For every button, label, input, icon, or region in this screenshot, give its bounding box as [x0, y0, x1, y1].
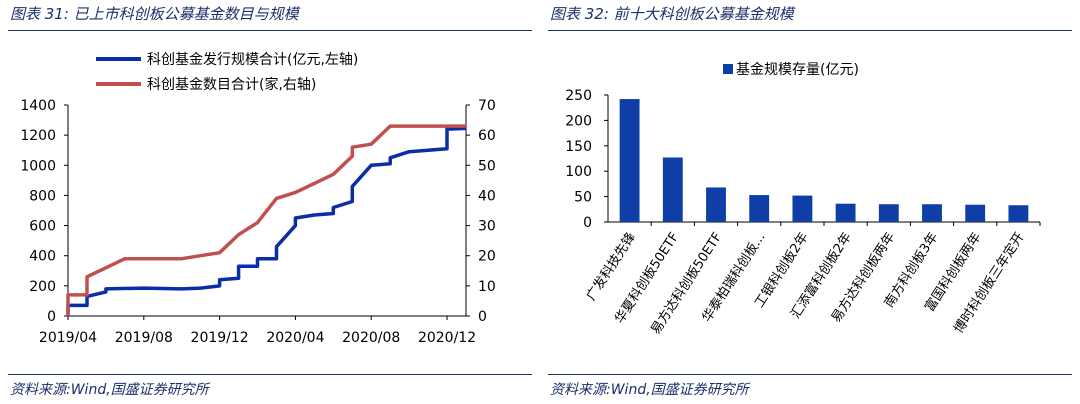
bar — [835, 203, 856, 222]
right-y-tick-label: 30 — [478, 219, 496, 235]
legend-label: 基金规模存量(亿元) — [736, 61, 859, 78]
chart-panel-top10-fund-size: 图表 32: 前十大科创板公募基金规模 0 50 100 150 200 250 广发科技先… — [540, 0, 1080, 404]
figure-title: 图表 31: 已上市科创板公募基金数目与规模 — [10, 5, 299, 23]
x-tick-label: 2019/08 — [115, 330, 173, 346]
left-y-tick-label: 400 — [29, 249, 56, 265]
y-tick-label: 250 — [565, 88, 592, 104]
left-y-tick-label: 800 — [29, 188, 56, 204]
bar — [792, 195, 813, 222]
bar — [662, 157, 683, 222]
left-y-tick-label: 1200 — [20, 128, 56, 144]
legend-label: 科创基金发行规模合计(亿元,左轴) — [147, 51, 358, 68]
left-y-tick-label: 600 — [29, 219, 56, 235]
bar — [965, 204, 986, 222]
source-rule — [8, 374, 532, 375]
legend-swatch — [723, 64, 733, 74]
figure-title: 图表 32: 前十大科创板公募基金规模 — [550, 5, 794, 23]
x-tick-label: 2020/12 — [418, 330, 476, 346]
right-y-tick-label: 40 — [478, 188, 496, 204]
line-chart: 0 200 400 600 800 1000 1200 1400 0 10 20 30 40 50 60 70… — [20, 51, 496, 346]
bar-chart: 050100150200250广发科技先锋华夏科创板50ETF易方达科创板50E… — [565, 61, 1041, 337]
bar — [619, 99, 640, 222]
y-tick-label: 150 — [565, 139, 592, 155]
x-tick-label: 2019/12 — [191, 330, 249, 346]
bar — [1008, 205, 1029, 222]
right-y-tick-label: 60 — [478, 128, 496, 144]
bar — [878, 204, 899, 222]
x-tick-label: 2020/08 — [342, 330, 400, 346]
right-y-tick-label: 20 — [478, 249, 496, 265]
figure-source: 资料来源:Wind,国盛证券研究所 — [10, 382, 209, 398]
y-tick-label: 100 — [565, 164, 592, 180]
legend-label: 科创基金数目合计(家,右轴) — [147, 76, 316, 93]
y-tick-label: 0 — [583, 215, 592, 231]
right-y-tick-label: 10 — [478, 279, 496, 295]
right-y-tick-label: 70 — [478, 98, 496, 114]
bar — [749, 195, 770, 222]
left-y-tick-label: 1000 — [20, 158, 56, 174]
right-y-tick-label: 0 — [478, 309, 487, 325]
left-y-tick-label: 200 — [29, 279, 56, 295]
x-tick-label: 2019/04 — [39, 330, 97, 346]
y-tick-label: 50 — [574, 190, 592, 206]
title-rule — [548, 30, 1072, 31]
chart-panel-fund-count-and-size: 图表 31: 已上市科创板公募基金数目与规模 0 200 400 600 800 1000… — [8, 5, 532, 398]
fund-size-line — [66, 126, 467, 316]
title-rule — [8, 30, 532, 31]
bar — [706, 187, 726, 222]
bar — [922, 204, 942, 222]
x-tick-label: 2020/04 — [266, 330, 324, 346]
left-y-tick-label: 0 — [47, 309, 56, 325]
fund-count-line — [66, 124, 466, 316]
left-y-tick-label: 1400 — [20, 98, 56, 114]
source-rule — [548, 374, 1072, 375]
figure-source: 资料来源:Wind,国盛证券研究所 — [550, 382, 749, 398]
right-y-tick-label: 50 — [478, 158, 496, 174]
y-tick-label: 200 — [565, 113, 592, 129]
